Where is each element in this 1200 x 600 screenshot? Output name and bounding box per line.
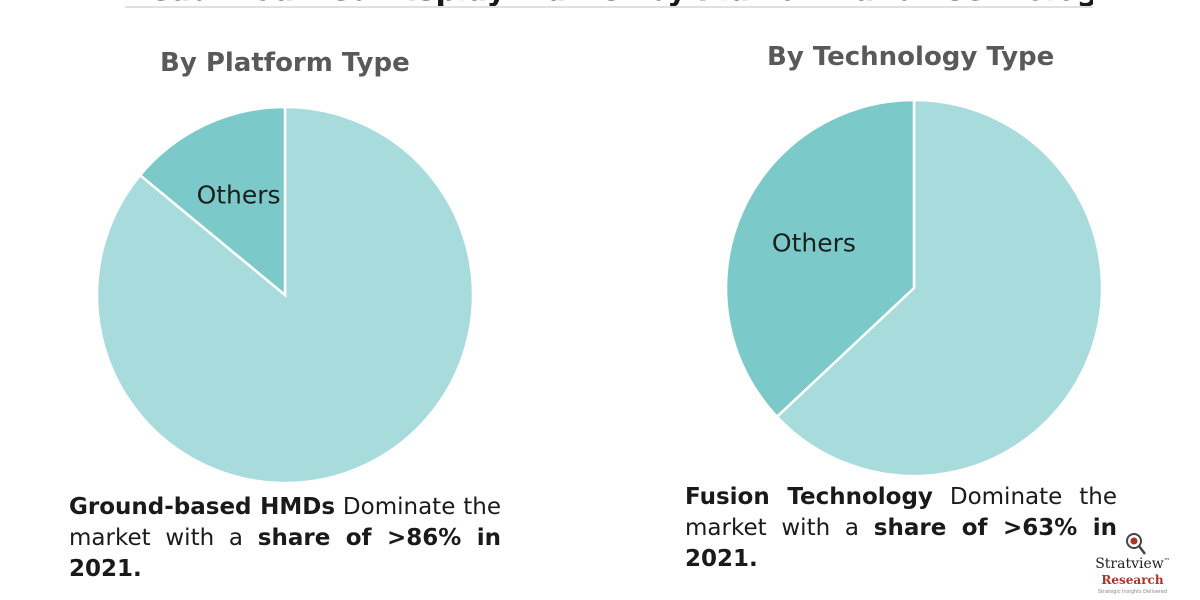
logo-name: Stratview (1095, 556, 1164, 572)
stratview-logo: Stratview™ Research Strategic Insights D… (1070, 530, 1195, 598)
platform-caption-text: Dominate the market with a (69, 494, 501, 551)
banner-title: Head Mounted Display Market by Platform … (125, 0, 1093, 8)
magnifier-icon (1126, 533, 1146, 555)
technology-slice-fusion-technology (775, 98, 1104, 478)
logo-wordmark: Stratview™ (1070, 556, 1195, 572)
banner-rule (125, 6, 1093, 8)
logo-tagline: Strategic Insights Delivered (1097, 589, 1168, 595)
technology-slice-label: Others (772, 229, 856, 258)
logo-trademark: ™ (1163, 557, 1170, 565)
technology-slice-others (724, 98, 916, 419)
platform-chart-title: By Platform Type (160, 48, 410, 78)
logo-subtitle: Research (1101, 573, 1164, 587)
technology-pie-chart: Others (724, 98, 1104, 478)
platform-pie-chart: Others (95, 105, 475, 485)
platform-slice-label: Others (197, 180, 281, 209)
technology-caption-lead: Fusion Technology (685, 484, 933, 510)
platform-caption-lead: Ground-based HMDs (69, 494, 336, 520)
technology-caption: Fusion Technology Dominate the market wi… (685, 482, 1117, 575)
technology-chart-title: By Technology Type (767, 42, 1055, 72)
top-banner: Head Mounted Display Market by Platform … (125, 0, 1093, 8)
platform-slice-others (138, 105, 287, 298)
technology-caption-text: Dominate the market with a (685, 484, 1117, 541)
platform-caption: Ground-based HMDs Dominate the market wi… (69, 492, 501, 585)
technology-caption-share: share of >63% in 2021. (685, 515, 1118, 572)
platform-caption-share: share of >86% in 2021. (69, 525, 502, 582)
